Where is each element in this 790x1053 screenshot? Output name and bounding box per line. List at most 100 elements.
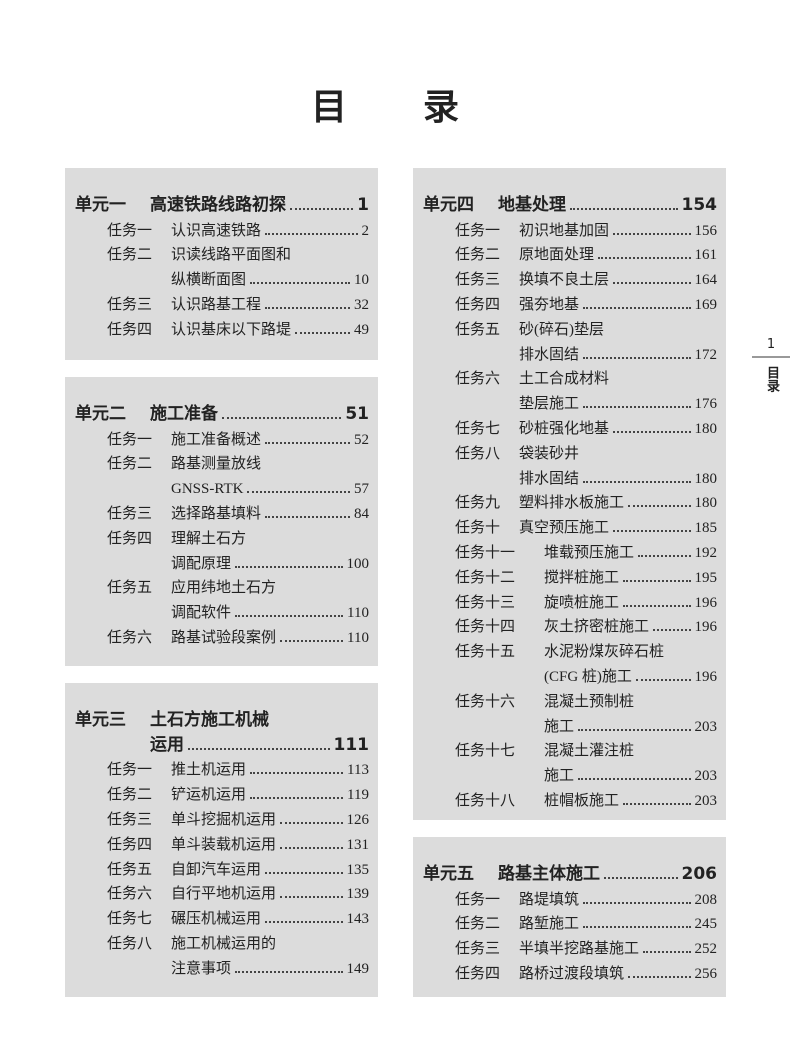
leader <box>265 441 350 444</box>
unit-label: 单元五 <box>423 863 474 884</box>
page-number: 195 <box>694 569 718 586</box>
task-row: 注意事项 149 <box>65 953 378 978</box>
page-number: 169 <box>694 296 718 313</box>
task-row: 任务六 土工合成材料 <box>413 364 726 389</box>
task-title: 水泥粉煤灰碎石桩 <box>544 644 665 661</box>
task-title: 施工 <box>544 768 575 785</box>
leader <box>635 678 691 681</box>
task-title: 单斗挖掘机运用 <box>171 811 277 828</box>
task-title: 路桥过渡段填筑 <box>519 965 625 982</box>
task-label: 任务一 <box>455 891 501 908</box>
leader <box>250 282 350 285</box>
leader <box>638 554 691 557</box>
leader <box>247 491 350 494</box>
task-label: 任务二 <box>107 247 153 264</box>
task-title: 砂(碎石)垫层 <box>519 321 604 338</box>
unit-label: 单元二 <box>75 403 126 424</box>
task-title: 调配软件 <box>171 605 232 622</box>
task-row: 任务十七 混凝土灌注桩 <box>413 736 726 761</box>
page-number: 164 <box>694 272 718 289</box>
task-title: 塑料排水板施工 <box>519 495 625 512</box>
task-row: 任务六 自行平地机运用 139 <box>65 879 378 904</box>
leader <box>613 530 691 533</box>
page-number: 208 <box>694 891 718 908</box>
task-row: GNSS-RTK 57 <box>65 473 378 498</box>
leader <box>623 579 691 582</box>
task-title: 混凝土灌注桩 <box>544 743 635 760</box>
page-number: 111 <box>333 734 370 755</box>
task-title: 路堤填筑 <box>519 891 580 908</box>
task-row: 任务三 换填不良土层 164 <box>413 264 726 289</box>
unit-heading: 单元三 土石方施工机械 <box>65 705 378 730</box>
task-title: 认识路基工程 <box>171 296 262 313</box>
task-label: 任务六 <box>107 629 153 646</box>
task-title: 旋喷桩施工 <box>544 594 620 611</box>
task-row: 任务十六 混凝土预制桩 <box>413 686 726 711</box>
task-title: 袋装砂井 <box>519 445 580 462</box>
leader <box>653 629 691 632</box>
unit-label: 单元三 <box>75 709 126 730</box>
task-title: 铲运机运用 <box>171 787 247 804</box>
task-title: 砂桩强化地基 <box>519 420 610 437</box>
task-label: 任务九 <box>455 495 501 512</box>
task-row: 任务十三 旋喷桩施工 196 <box>413 587 726 612</box>
task-title: 灰土挤密桩施工 <box>544 619 650 636</box>
task-label: 任务六 <box>455 371 501 388</box>
task-label: 任务一 <box>107 762 153 779</box>
page-number: 172 <box>694 346 718 363</box>
task-label: 任务三 <box>107 811 153 828</box>
page-number: 32 <box>354 296 369 313</box>
leader <box>578 728 691 731</box>
page-number: 156 <box>694 222 718 239</box>
task-label: 任务四 <box>107 836 153 853</box>
task-label: 任务四 <box>455 965 501 982</box>
task-row: 任务三 单斗挖掘机运用 126 <box>65 804 378 829</box>
page-number: 161 <box>694 247 718 264</box>
task-row: 任务九 塑料排水板施工 180 <box>413 488 726 513</box>
task-row: 任务三 半填半挖路基施工 252 <box>413 933 726 958</box>
task-title: (CFG 桩)施工 <box>544 668 632 685</box>
task-title: 纵横断面图 <box>171 272 247 289</box>
task-label: 任务四 <box>107 321 153 338</box>
task-label: 任务三 <box>455 272 501 289</box>
task-label: 任务六 <box>107 886 153 903</box>
unit-heading: 单元二 施工准备 51 <box>65 399 378 424</box>
unit-box: 单元五 路基主体施工 206 任务一 路堤填筑 208 任务二 路堑施工 245 任务三 半填半挖路… <box>413 837 726 997</box>
task-row: 任务五 应用纬地土石方 <box>65 573 378 598</box>
task-title: 垫层施工 <box>519 396 580 413</box>
page-number: 196 <box>694 619 718 636</box>
page-number: 180 <box>694 420 718 437</box>
page-number: 185 <box>694 520 718 537</box>
task-title: 单斗装载机运用 <box>171 836 277 853</box>
leader <box>583 306 691 309</box>
leader <box>188 747 330 750</box>
task-label: 任务八 <box>107 935 153 952</box>
page-number: 1 <box>357 194 369 215</box>
leader <box>265 306 350 309</box>
task-title: 堆载预压施工 <box>544 544 635 561</box>
side-rule <box>752 356 790 358</box>
task-title: 施工 <box>544 718 575 735</box>
task-label: 任务十四 <box>455 619 516 636</box>
task-title: 选择路基填料 <box>171 505 262 522</box>
leader <box>265 871 343 874</box>
unit-label: 单元一 <box>75 194 126 215</box>
task-row: 任务一 路堤填筑 208 <box>413 884 726 909</box>
task-title: 推土机运用 <box>171 762 247 779</box>
leader <box>583 926 691 929</box>
task-label: 任务十一 <box>455 544 516 561</box>
leader <box>265 921 343 924</box>
task-label: 任务三 <box>107 505 153 522</box>
task-label: 任务五 <box>455 321 501 338</box>
task-row: 任务一 推土机运用 113 <box>65 755 378 780</box>
task-title: 初识地基加固 <box>519 222 610 239</box>
unit-title: 运用 <box>150 734 184 755</box>
task-label: 任务一 <box>455 222 501 239</box>
task-row: 任务二 铲运机运用 119 <box>65 779 378 804</box>
page-number: 196 <box>694 668 718 685</box>
page-number: 135 <box>346 861 370 878</box>
task-label: 任务三 <box>455 941 501 958</box>
task-label: 任务七 <box>455 420 501 437</box>
page-number: 10 <box>354 272 369 289</box>
task-row: 任务三 选择路基填料 84 <box>65 498 378 523</box>
